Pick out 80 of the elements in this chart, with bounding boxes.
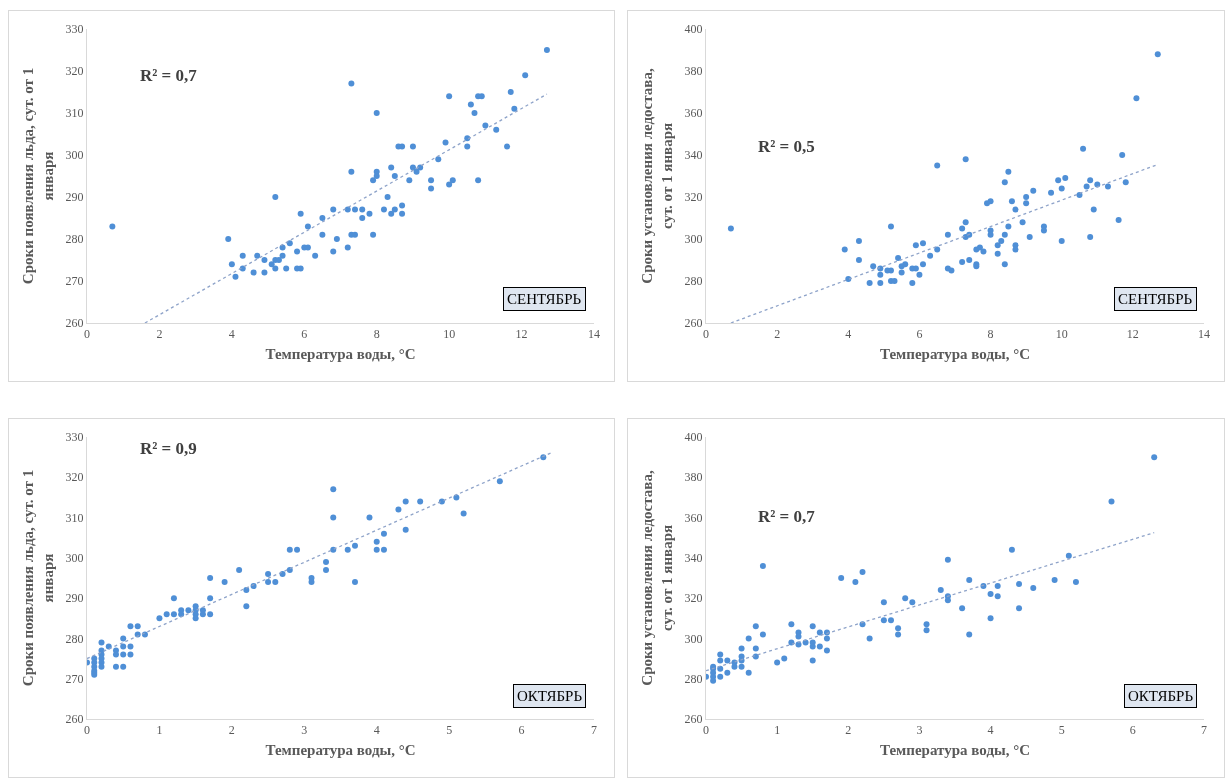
y-tick-label: 360	[684, 510, 703, 525]
x-tick-label: 14	[588, 327, 600, 342]
annotation: СЕНТЯБРЬ	[1118, 291, 1193, 307]
x-tick-label: 5	[446, 723, 453, 738]
y-tick-label: 260	[684, 316, 703, 331]
annotation: R² = 0,5	[758, 137, 815, 156]
x-axis-title: Температура воды, °C	[879, 742, 1031, 759]
y-tick-label: 270	[65, 671, 84, 686]
x-axis-title: Температура воды, °C	[879, 346, 1031, 363]
x-tick-label: 6	[916, 327, 923, 342]
y-tick-label: 300	[65, 551, 84, 566]
x-tick-label: 2	[156, 327, 163, 342]
y-tick-label: 280	[684, 671, 703, 686]
y-tick-label: 260	[65, 316, 84, 331]
annotation: R² = 0,7	[758, 507, 816, 526]
y-tick-label: 260	[65, 712, 84, 727]
y-tick-label: 340	[684, 551, 703, 566]
x-tick-label: 8	[987, 327, 994, 342]
x-tick-label: 2	[845, 723, 852, 738]
x-tick-label: 10	[443, 327, 456, 342]
y-tick-label: 310	[65, 510, 84, 525]
x-tick-label: 10	[1055, 327, 1068, 342]
x-tick-label: 0	[84, 723, 90, 738]
y-tick-label: 280	[65, 232, 84, 247]
y-tick-label: 320	[65, 470, 84, 485]
y-tick-label: 380	[684, 64, 703, 79]
annotation: ОКТЯБРЬ	[517, 688, 583, 704]
y-tick-label: 320	[65, 64, 84, 79]
y-tick-label: 300	[65, 148, 84, 163]
x-tick-label: 6	[301, 327, 308, 342]
x-tick-label: 3	[301, 723, 308, 738]
x-axis-title: Температура воды, °C	[265, 742, 416, 759]
x-tick-label: 2	[228, 723, 235, 738]
y-tick-label: 280	[65, 631, 84, 646]
y-tick-label: 330	[65, 430, 84, 445]
x-tick-label: 7	[1201, 723, 1207, 738]
x-tick-label: 0	[84, 327, 90, 342]
x-tick-label: 7	[591, 723, 597, 738]
annotation: СЕНТЯБРЬ	[507, 291, 582, 307]
y-tick-label: 340	[684, 148, 703, 163]
x-tick-label: 8	[373, 327, 380, 342]
y-tick-label: 290	[65, 190, 84, 205]
annotation: R² = 0,7	[140, 66, 198, 85]
x-tick-label: 2	[774, 327, 781, 342]
y-tick-label: 330	[65, 22, 84, 37]
x-tick-label: 1	[774, 723, 781, 738]
y-axis-title: Сроки появления льда, сут. от 1 января	[20, 469, 56, 687]
y-tick-label: 320	[684, 190, 703, 205]
x-tick-label: 12	[515, 327, 528, 342]
y-tick-label: 290	[65, 591, 84, 606]
x-tick-label: 6	[518, 723, 525, 738]
y-tick-label: 300	[684, 631, 703, 646]
x-axis-title: Температура воды, °C	[265, 346, 416, 363]
y-tick-label: 320	[684, 591, 703, 606]
x-tick-label: 4	[228, 327, 235, 342]
y-tick-label: 310	[65, 106, 84, 121]
x-tick-label: 12	[1126, 327, 1139, 342]
x-tick-label: 0	[703, 723, 709, 738]
annotation: ОКТЯБРЬ	[1128, 688, 1194, 704]
x-tick-label: 14	[1198, 327, 1210, 342]
x-tick-label: 3	[916, 723, 923, 738]
y-tick-label: 300	[684, 232, 703, 247]
y-axis-title: Сроки появления льда, сут. от 1 января	[20, 67, 56, 285]
y-axis-title: Сроки установления ледостава, сут. от 1 января	[639, 470, 675, 686]
y-tick-label: 380	[684, 470, 703, 485]
y-axis-title: Сроки установления ледостава, сут. от 1 января	[639, 68, 675, 284]
y-tick-label: 280	[684, 274, 703, 289]
x-tick-label: 4	[987, 723, 994, 738]
x-tick-label: 1	[156, 723, 163, 738]
x-tick-label: 5	[1058, 723, 1065, 738]
y-tick-label: 360	[684, 106, 703, 121]
y-tick-label: 260	[684, 712, 703, 727]
y-tick-label: 270	[65, 274, 84, 289]
annotation: R² = 0,9	[140, 439, 197, 458]
x-tick-label: 6	[1129, 723, 1136, 738]
y-tick-label: 400	[684, 22, 703, 37]
x-tick-label: 0	[703, 327, 709, 342]
x-tick-label: 4	[845, 327, 852, 342]
x-tick-label: 4	[373, 723, 380, 738]
y-tick-label: 400	[684, 430, 703, 445]
